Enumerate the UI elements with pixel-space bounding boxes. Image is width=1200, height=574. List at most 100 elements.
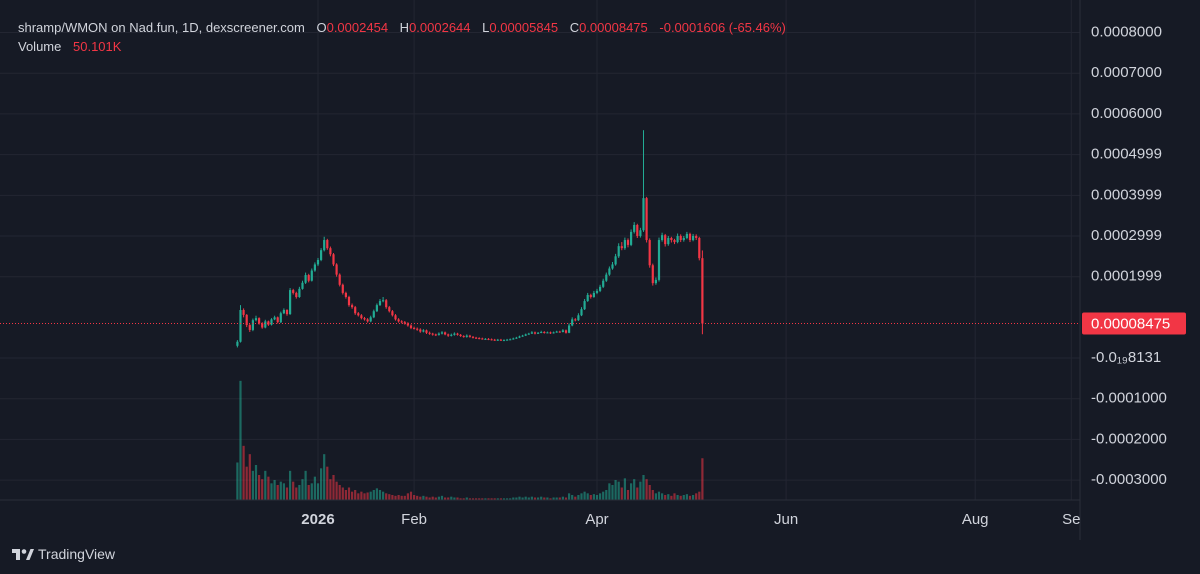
candle-body	[357, 313, 360, 316]
volume-bar	[242, 445, 245, 500]
volume-bar	[660, 493, 664, 500]
volume-bar	[617, 481, 620, 500]
volume-bar	[288, 470, 292, 500]
volume-bar	[626, 490, 630, 500]
volume-bar	[614, 480, 617, 500]
candle-body	[341, 284, 344, 293]
volume-bar	[499, 498, 502, 500]
candle-body	[620, 246, 623, 249]
change: -0.0001606 (-65.46%)	[659, 20, 786, 35]
candle-body	[313, 264, 316, 271]
volume-bar	[301, 479, 304, 500]
candle-body	[586, 294, 589, 302]
volume-bar	[257, 475, 261, 500]
candle-body	[412, 327, 416, 329]
volume-bar	[611, 485, 614, 500]
volume-bar	[608, 483, 611, 500]
candle-body	[394, 315, 397, 320]
c-label: C	[569, 20, 580, 35]
candle-body	[400, 321, 403, 323]
last-price-badge	[1082, 312, 1186, 335]
candle-body	[431, 333, 434, 335]
volume-bar	[443, 497, 447, 500]
volume-bar	[605, 490, 608, 500]
candle-body	[459, 334, 462, 337]
volume-bar	[552, 497, 555, 500]
candle-body	[447, 334, 450, 336]
candle-body	[530, 332, 533, 334]
volume-bar	[264, 470, 267, 500]
volume-bar	[391, 495, 394, 500]
volume-bar	[326, 466, 329, 500]
candle-body	[319, 250, 323, 260]
candle-body	[682, 237, 685, 241]
volume-bar	[583, 491, 586, 500]
candle-body	[657, 240, 661, 280]
volume-bar	[574, 496, 577, 500]
candle-body	[524, 334, 527, 336]
volume-bar	[298, 485, 301, 500]
volume-bar	[248, 454, 251, 500]
candle-body	[512, 338, 515, 340]
ohlc-row: shramp/WMON on Nad.fun, 1D, dexscreener.…	[18, 18, 786, 37]
volume-bar	[490, 498, 493, 500]
candle-body	[332, 254, 335, 265]
candle-body	[456, 333, 459, 335]
volume-bar	[484, 498, 487, 500]
candle-body	[695, 235, 698, 238]
price-pane	[0, 130, 1080, 348]
candle-body	[375, 305, 378, 312]
volume-bar	[292, 481, 295, 500]
volume-bar	[629, 483, 633, 500]
volume-bar	[319, 468, 323, 500]
candle-body	[571, 319, 574, 326]
volume-bar	[577, 495, 580, 500]
volume-bar	[239, 380, 242, 500]
candle-body	[437, 333, 440, 335]
volume-bar	[682, 495, 685, 500]
volume-bar	[589, 495, 592, 500]
c-value: 0.00008475	[579, 20, 648, 35]
candle-body	[282, 310, 285, 314]
volume-bar	[493, 498, 496, 500]
candle-body	[688, 233, 692, 241]
candle-body	[685, 233, 688, 238]
brand: TradingView	[12, 546, 115, 562]
candle-body	[310, 270, 313, 281]
volume-bar	[279, 481, 282, 500]
candle-body	[521, 335, 524, 337]
candle-body	[617, 246, 620, 257]
volume-bar	[406, 493, 409, 500]
candle-body	[316, 259, 320, 265]
volume-bar	[527, 497, 530, 500]
volume-bar	[645, 479, 648, 500]
candle-body	[580, 309, 583, 316]
candle-body	[338, 274, 341, 285]
volume-bar	[329, 479, 332, 500]
candle-body	[288, 290, 292, 315]
candle-body	[378, 301, 382, 306]
candle-body	[574, 319, 577, 321]
volume-bar	[509, 498, 512, 500]
volume-bar	[487, 498, 490, 500]
candle-body	[552, 332, 555, 334]
volume-bar	[685, 494, 688, 500]
candle-body	[366, 319, 369, 322]
o-label: O	[316, 20, 327, 35]
x-tick-label: Aug	[962, 511, 989, 528]
volume-value: 50.101K	[73, 39, 122, 54]
candle-body	[304, 275, 307, 283]
x-tick-label: Apr	[585, 511, 608, 528]
candle-body	[478, 338, 481, 340]
volume-bar	[471, 498, 475, 500]
candle-body	[515, 337, 518, 339]
volume-pane	[236, 380, 704, 500]
candle-body	[471, 336, 475, 338]
candle-body	[589, 294, 592, 297]
candle-body	[422, 330, 425, 332]
volume-bar	[347, 487, 351, 500]
y-tick-label: 0.0004999	[1091, 146, 1162, 163]
candle-body	[381, 300, 385, 302]
volume-bar	[530, 496, 533, 500]
y-tick-label: -0.0002000	[1091, 430, 1167, 447]
